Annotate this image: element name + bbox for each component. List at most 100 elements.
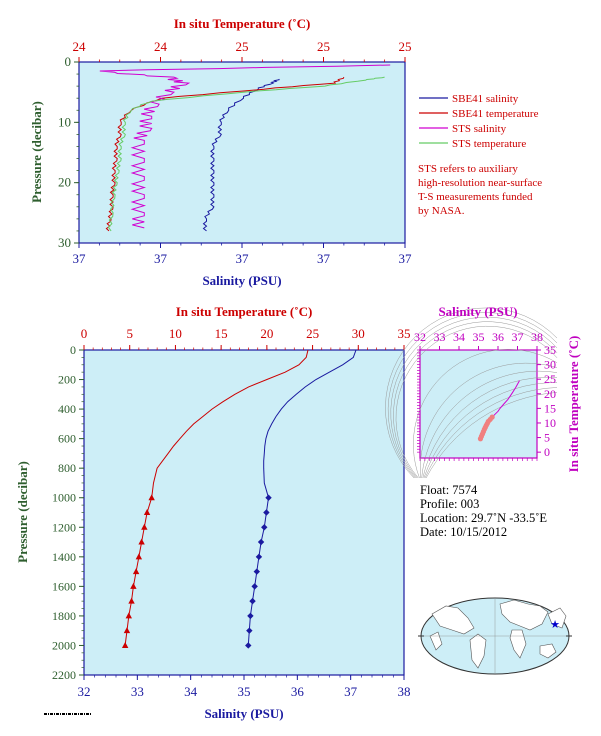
ts-chart-top-axis-label: Salinity (PSU)	[438, 304, 517, 319]
temperature-marker	[130, 582, 137, 589]
temperature-profile-line	[124, 349, 309, 646]
note-line: STS refers to auxiliary	[418, 163, 518, 175]
ts-sal-tick-label: 37	[512, 330, 524, 344]
top-series-group	[99, 64, 391, 232]
bottom-pressure-tick-label: 600	[58, 432, 76, 446]
top-pressure-tick-label: 30	[58, 235, 71, 250]
density-contour	[385, 307, 558, 479]
salinity-marker	[245, 642, 252, 649]
temperature-marker	[125, 612, 132, 619]
top-pressure-tick-label: 10	[58, 114, 71, 129]
top-chart: 24 24 25 25 25 37 37 37 37 37 0 10 20 30 In situ Temp…	[29, 16, 542, 288]
bottom-temp-tick-label: 5	[126, 326, 133, 341]
density-contour	[425, 392, 558, 479]
top-chart-top-axis-label: In situ Temperature (˚C)	[174, 16, 311, 31]
temperature-marker	[128, 597, 135, 604]
ts-temp-tick-label: 5	[544, 431, 550, 445]
top-plot-area	[78, 61, 406, 244]
ts-temp-tick-label: 15	[544, 401, 556, 415]
density-contour	[413, 349, 558, 479]
float-id: Float: 7574	[420, 483, 478, 497]
top-series-sts-salinity	[99, 64, 391, 229]
bottom-pressure-tick-label: 2000	[52, 638, 76, 652]
temperature-marker	[138, 538, 145, 545]
bottom-series-group	[121, 349, 357, 649]
top-temp-tick-label: 25	[317, 39, 330, 54]
ts-temp-tick-label: 10	[544, 416, 556, 430]
bottom-pressure-tick-label: 1400	[52, 550, 76, 564]
note-line: T-S measurements funded	[418, 191, 533, 203]
ts-plot-area	[419, 349, 538, 459]
salinity-marker	[261, 524, 268, 531]
temperature-marker	[132, 568, 140, 575]
bottom-sal-tick-label: 36	[291, 684, 305, 699]
legend-label: SBE41 salinity	[452, 93, 519, 105]
ts-series-group	[477, 380, 520, 442]
legend-label: STS temperature	[452, 138, 526, 150]
world-map: ★	[418, 597, 572, 675]
top-sal-tick-label: 37	[317, 251, 331, 266]
temperature-marker	[123, 627, 131, 634]
ts-sal-tick-label: 35	[473, 330, 485, 344]
ts-sal-tick-label: 34	[453, 330, 465, 344]
bottom-sal-tick-label: 35	[238, 684, 251, 699]
bottom-chart-bottom-axis-label: Salinity (PSU)	[204, 706, 283, 721]
bottom-sal-tick-label: 38	[398, 684, 411, 699]
ts-sal-tick-label: 33	[434, 330, 446, 344]
temperature-marker	[121, 641, 129, 648]
density-contour	[387, 312, 558, 479]
ts-temp-tick-label: 0	[544, 445, 550, 459]
bottom-ticks-group: 0 5 10 15 20 25 30 35 32 33 34 35 36 37 38 0 200 400 600 80…	[52, 326, 411, 699]
density-contour	[421, 370, 558, 479]
bottom-plot-area	[83, 349, 405, 676]
salinity-marker	[265, 494, 272, 501]
top-chart-left-axis-label: Pressure (decibar)	[29, 101, 44, 203]
ts-point	[477, 436, 484, 442]
bottom-pressure-tick-label: 2200	[52, 668, 76, 682]
density-contour	[422, 377, 558, 479]
temperature-marker	[143, 509, 151, 515]
top-temp-tick-label: 24	[73, 39, 87, 54]
map-continents	[429, 599, 567, 669]
bottom-temp-tick-label: 25	[306, 326, 319, 341]
bottom-pressure-tick-label: 200	[58, 373, 76, 387]
ts-chart-right-axis-label: In situ Temperature (˚C)	[566, 336, 581, 473]
bottom-temp-tick-label: 20	[260, 326, 273, 341]
bottom-sal-tick-label: 33	[131, 684, 144, 699]
bottom-chart: 0 5 10 15 20 25 30 35 32 33 34 35 36 37 38 0 200 400 600 80…	[15, 304, 411, 721]
density-contour	[393, 321, 558, 479]
bottom-pressure-tick-label: 800	[58, 461, 76, 475]
salinity-marker	[263, 509, 270, 516]
top-sal-tick-label: 37	[154, 251, 168, 266]
bottom-pressure-tick-label: 1600	[52, 579, 76, 593]
note-line: by NASA.	[418, 205, 465, 217]
salinity-marker	[251, 583, 258, 590]
bottom-sal-tick-label: 37	[344, 684, 358, 699]
density-contour	[419, 362, 558, 479]
bottom-temp-tick-label: 15	[215, 326, 228, 341]
density-contour	[423, 382, 558, 479]
ts-sal-tick-label: 36	[492, 330, 504, 344]
temperature-marker	[135, 553, 143, 560]
top-sal-tick-label: 37	[236, 251, 250, 266]
density-contour	[390, 316, 558, 479]
bottom-temp-tick-label: 35	[398, 326, 411, 341]
float-info: Float: 7574 Profile: 003 Location: 29.7˚…	[420, 483, 547, 539]
temperature-marker	[141, 523, 148, 530]
salinity-marker	[247, 612, 254, 620]
salinity-marker	[255, 553, 263, 561]
sts-note: STS refers to auxiliary high-resolution n…	[418, 163, 542, 217]
salinity-marker	[253, 568, 260, 575]
ts-temp-tick-label: 30	[544, 358, 556, 372]
top-pressure-tick-label: 20	[58, 175, 71, 190]
bottom-temp-tick-label: 30	[352, 326, 365, 341]
date: Date: 10/15/2012	[420, 525, 507, 539]
bottom-temp-tick-label: 0	[81, 326, 88, 341]
top-chart-bottom-axis-label: Salinity (PSU)	[202, 273, 281, 288]
bottom-sal-tick-label: 32	[78, 684, 91, 699]
ts-temp-tick-label: 20	[544, 387, 556, 401]
bottom-pressure-tick-label: 1200	[52, 520, 76, 534]
profile-number: Profile: 003	[420, 497, 479, 511]
